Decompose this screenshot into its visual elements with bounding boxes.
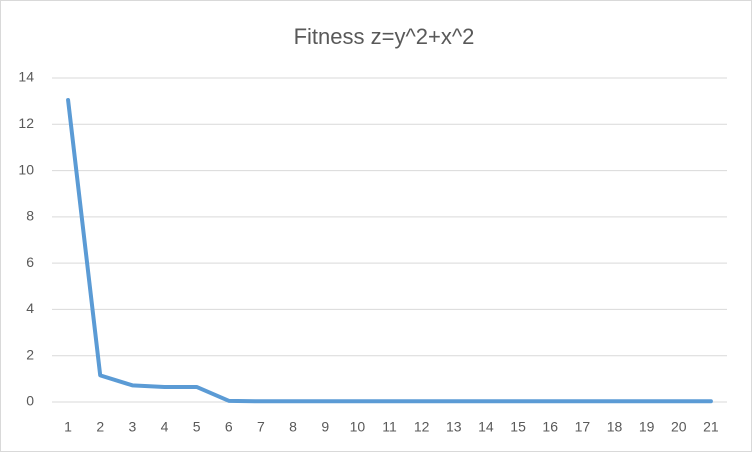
x-tick-label: 18 <box>607 419 623 435</box>
x-tick-label: 6 <box>225 419 233 435</box>
y-tick-label: 4 <box>26 300 34 316</box>
x-tick-label: 19 <box>639 419 655 435</box>
y-tick-label: 14 <box>18 69 34 85</box>
y-tick-label: 2 <box>26 346 34 362</box>
x-tick-label: 2 <box>96 419 104 435</box>
chart-title: Fitness z=y^2+x^2 <box>294 24 475 49</box>
data-line <box>66 97 713 404</box>
x-tick-label: 16 <box>542 419 558 435</box>
x-tick-label: 10 <box>350 419 366 435</box>
x-tick-label: 9 <box>321 419 329 435</box>
x-tick-label: 15 <box>510 419 526 435</box>
y-tick-label: 10 <box>18 161 34 177</box>
x-tick-label: 4 <box>161 419 169 435</box>
x-tick-label: 8 <box>289 419 297 435</box>
x-tick-label: 11 <box>382 419 397 435</box>
x-tick-label: 17 <box>575 419 591 435</box>
x-tick-label: 21 <box>703 419 719 435</box>
x-tick-label: 3 <box>128 419 136 435</box>
x-tick-label: 5 <box>193 419 201 435</box>
y-tick-label: 0 <box>26 393 34 409</box>
x-tick-label: 1 <box>64 419 72 435</box>
x-tick-label: 14 <box>478 419 494 435</box>
y-tick-label: 12 <box>18 115 34 131</box>
x-tick-label: 13 <box>446 419 462 435</box>
x-tick-label: 12 <box>414 419 430 435</box>
y-tick-label: 6 <box>26 254 34 270</box>
x-tick-label: 7 <box>257 419 265 435</box>
y-tick-label: 8 <box>26 208 34 224</box>
x-tick-label: 20 <box>671 419 687 435</box>
